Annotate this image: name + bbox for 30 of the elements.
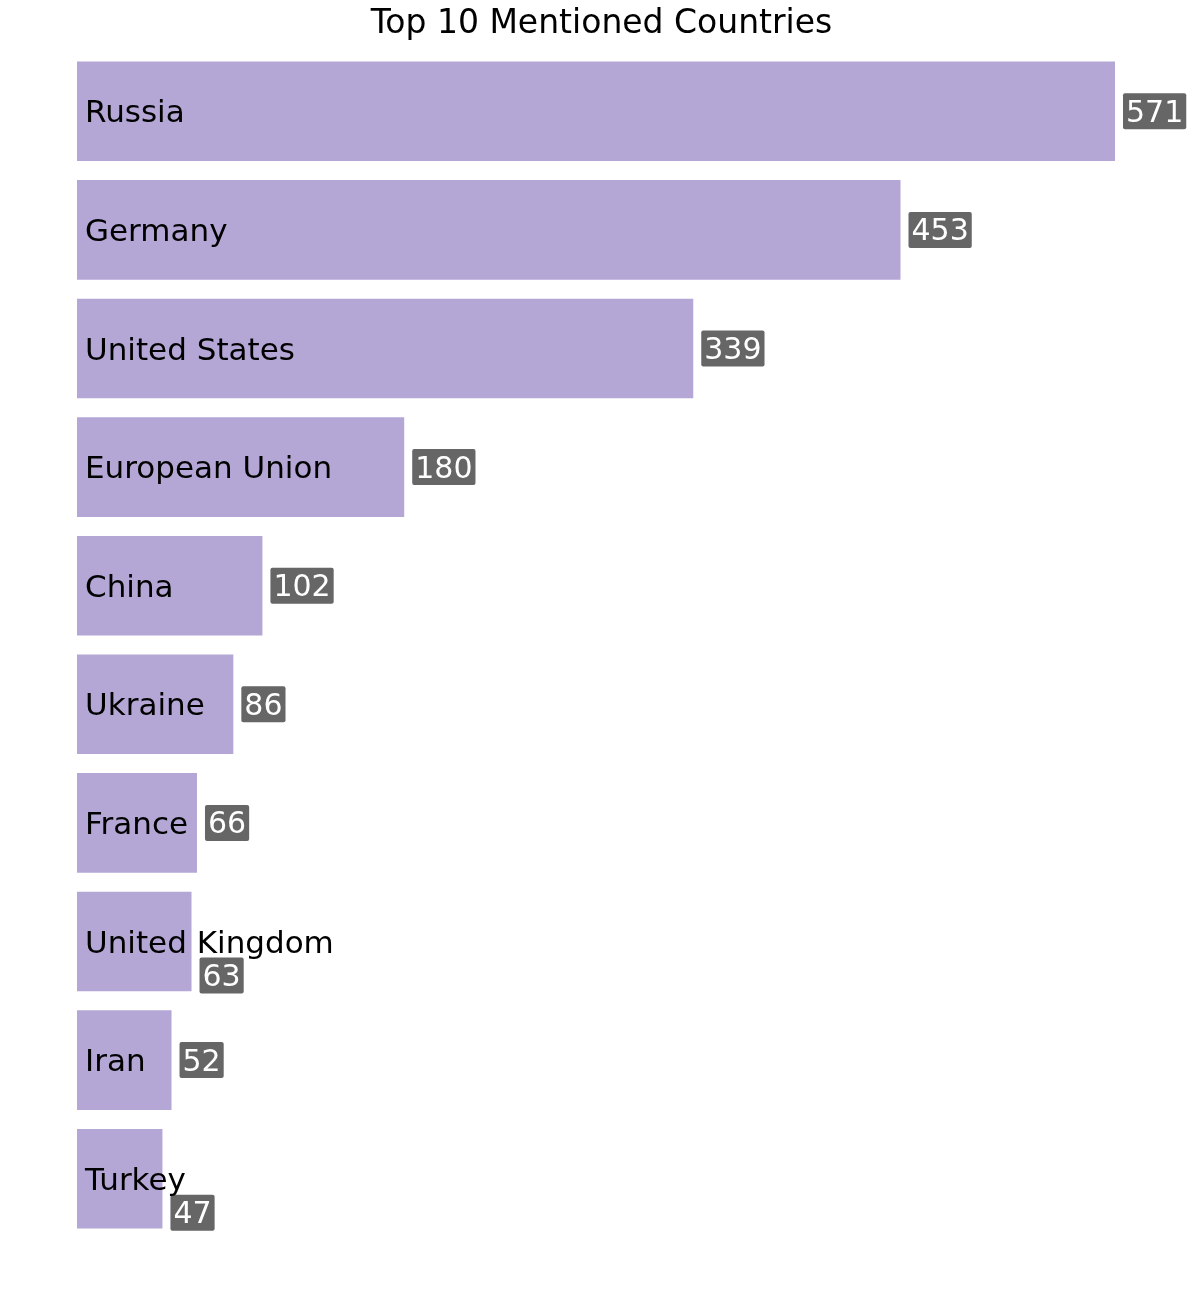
data-label: 47: [173, 1195, 212, 1231]
y-tick-label: Russia: [85, 93, 185, 130]
y-tick-label: France: [85, 804, 189, 841]
bar: [77, 298, 694, 399]
y-tick-label: United Kingdom: [85, 923, 334, 960]
bar: [77, 61, 1115, 162]
y-tick-label: Iran: [85, 1042, 146, 1079]
data-label: 339: [704, 331, 762, 366]
bar: [77, 180, 901, 280]
data-label: 86: [244, 686, 283, 722]
bar: [77, 535, 263, 636]
bar: [77, 1010, 172, 1110]
data-label: 52: [182, 1042, 221, 1078]
bar: [77, 891, 192, 992]
bar: [77, 773, 197, 873]
y-tick-label: Germany: [85, 211, 228, 248]
y-tick-label: United States: [85, 330, 295, 367]
bar: [77, 417, 405, 517]
y-tick-label: Ukraine: [85, 686, 205, 723]
y-tick-label: Turkey: [84, 1160, 186, 1197]
y-tick-label: China: [85, 567, 174, 604]
chart-title: Top 10 Mentioned Countries: [369, 2, 833, 41]
data-label: 453: [911, 212, 969, 248]
data-label: 63: [202, 958, 241, 993]
bar: [77, 654, 234, 755]
data-label: 66: [207, 805, 247, 841]
data-label: 102: [273, 568, 331, 604]
data-label: 180: [415, 449, 473, 485]
data-label: 571: [1126, 93, 1184, 129]
y-tick-label: European Union: [85, 449, 333, 486]
